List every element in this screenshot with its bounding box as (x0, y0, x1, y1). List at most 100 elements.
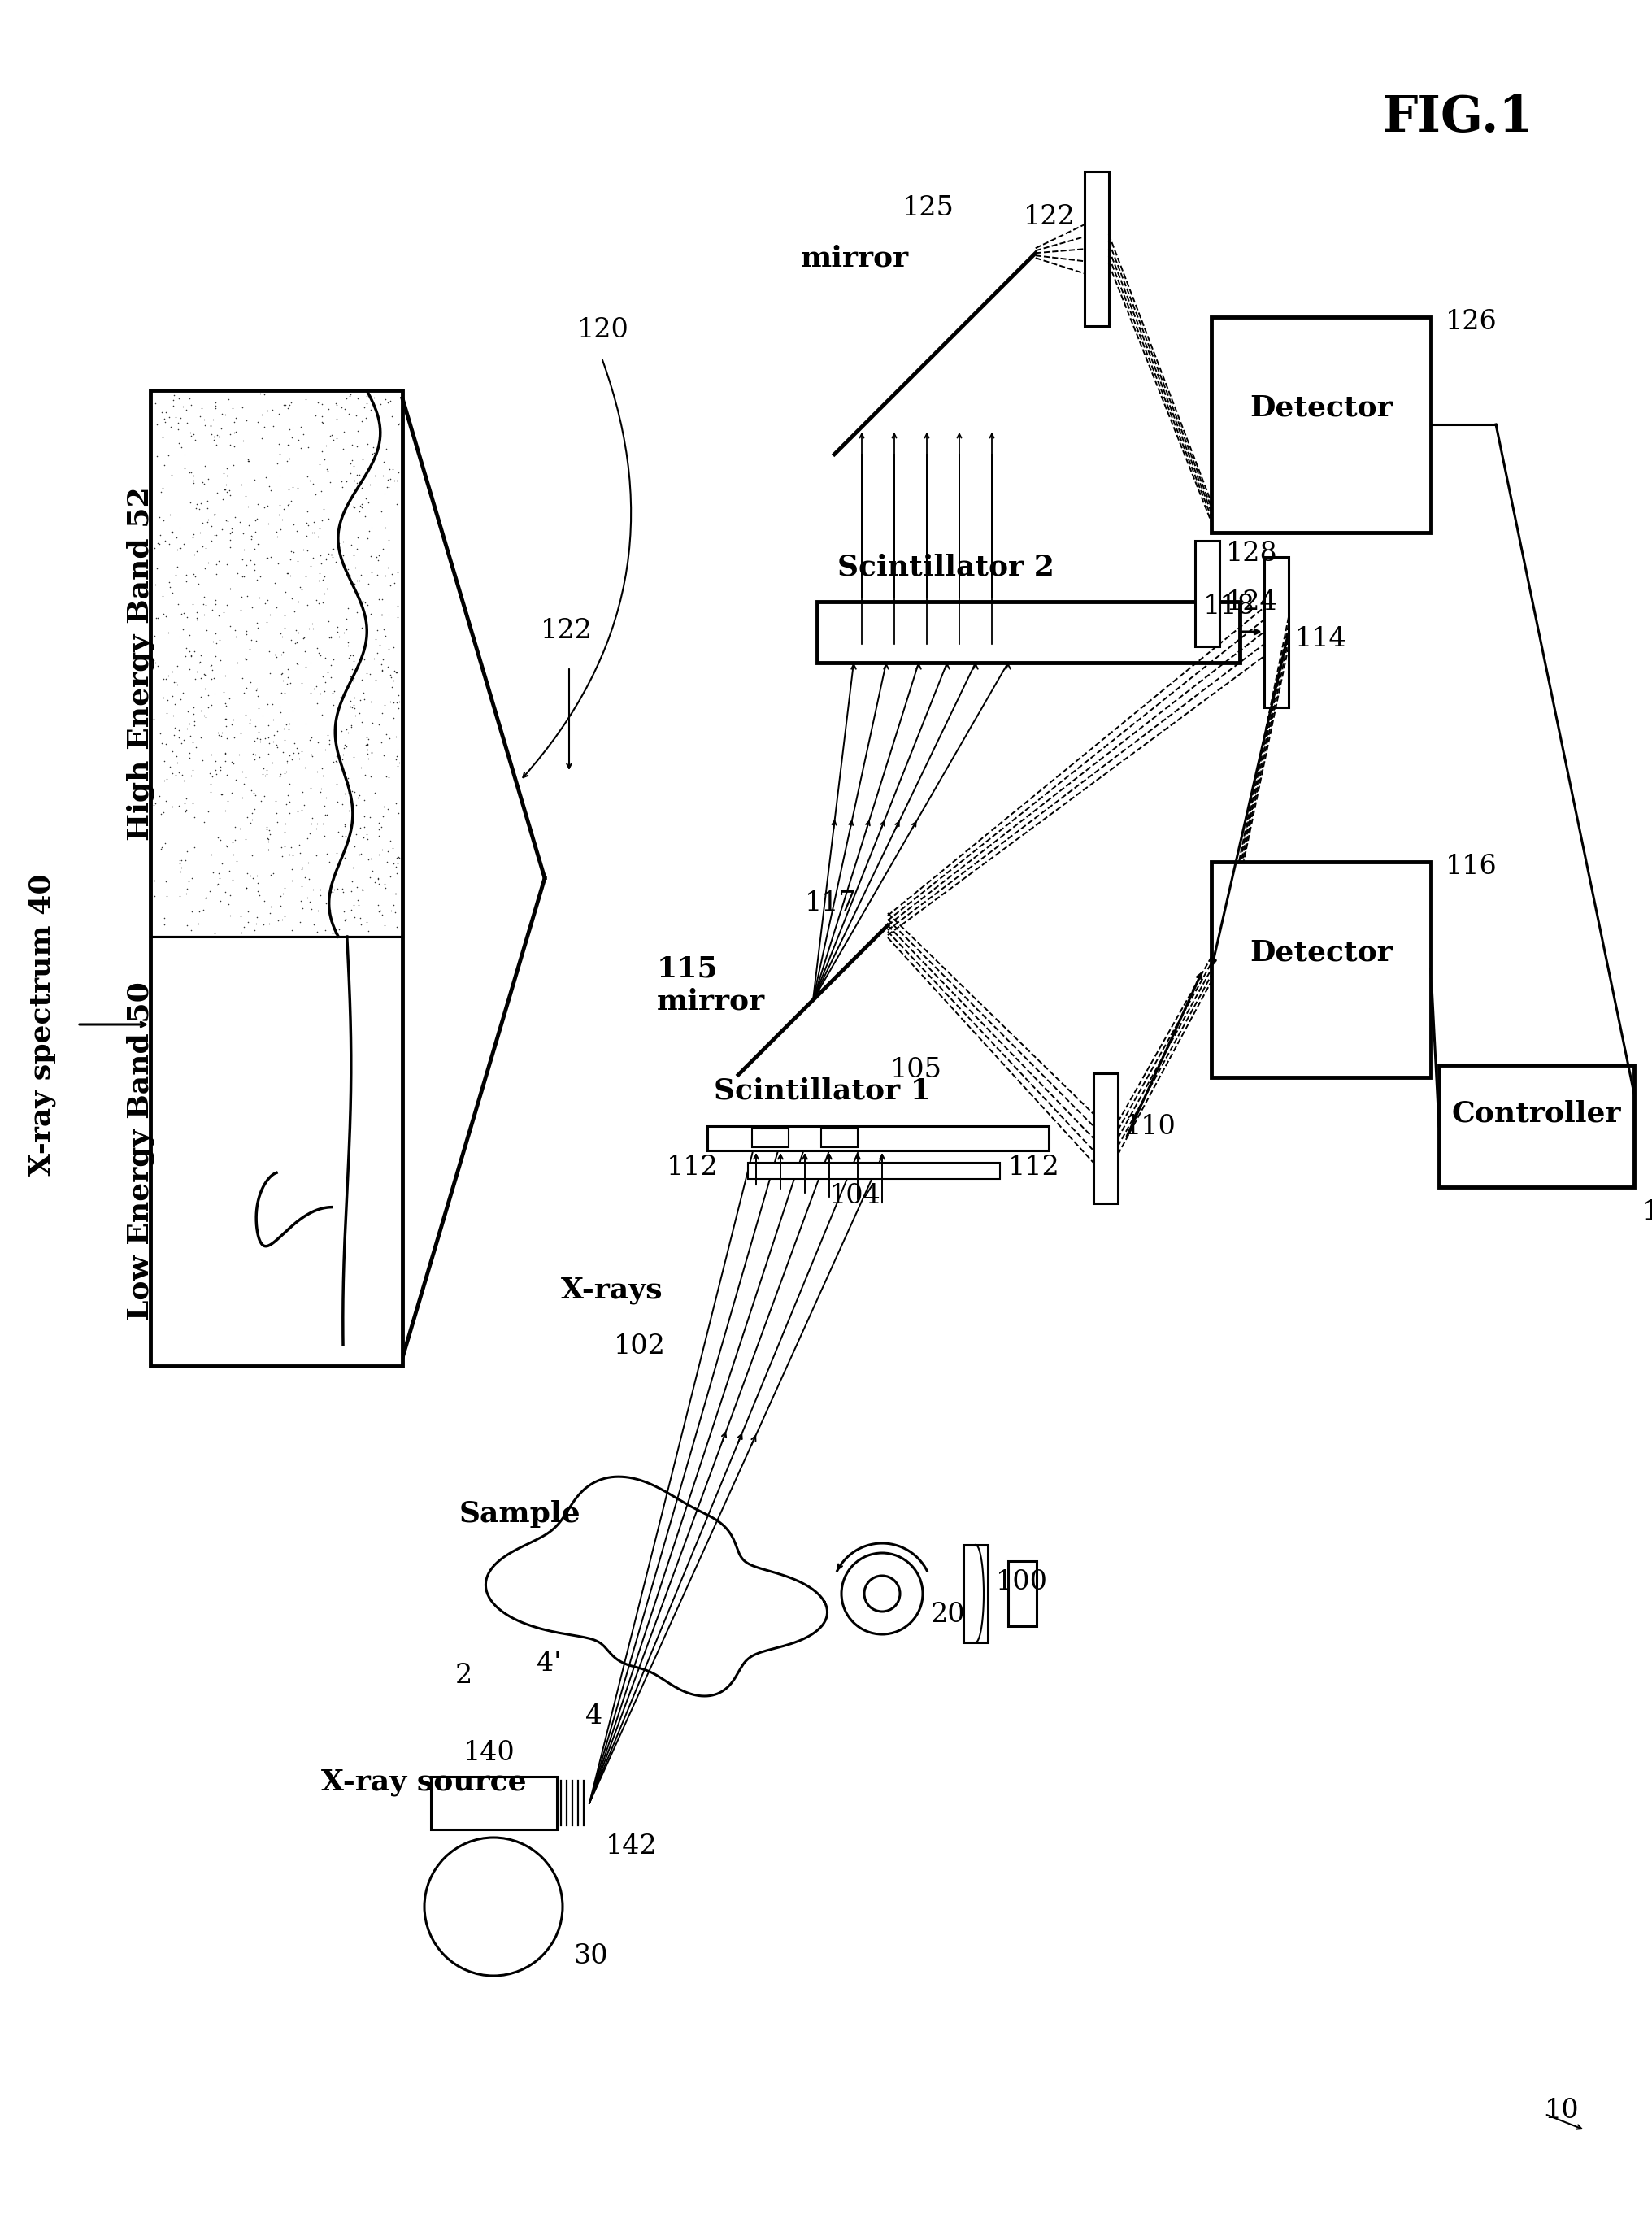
Point (238, 773, 264, 808)
Point (200, 653, 226, 689)
Point (149, 830, 175, 866)
Point (254, 392, 281, 427)
Point (152, 863, 178, 899)
Point (172, 436, 198, 472)
Point (319, 531, 345, 567)
Point (309, 387, 335, 423)
Point (192, 700, 218, 735)
Point (385, 795, 411, 830)
Point (377, 461, 403, 496)
Text: 122: 122 (1023, 204, 1075, 230)
Text: 120: 120 (577, 317, 629, 343)
Point (178, 387, 205, 423)
Point (358, 436, 385, 472)
Point (294, 518, 320, 554)
Point (231, 766, 258, 801)
Point (324, 877, 350, 912)
Point (197, 766, 223, 801)
Point (349, 609, 375, 644)
Point (286, 735, 312, 770)
Point (354, 726, 380, 762)
Point (244, 403, 271, 438)
Point (261, 702, 287, 737)
Point (383, 850, 410, 886)
Point (173, 782, 200, 817)
Point (178, 894, 205, 930)
Point (279, 742, 306, 777)
Point (354, 817, 380, 852)
Point (177, 485, 203, 520)
Point (291, 416, 317, 452)
Point (187, 720, 213, 755)
Point (312, 779, 339, 815)
Point (178, 757, 205, 793)
Point (188, 485, 215, 520)
Point (385, 556, 411, 591)
Point (340, 447, 367, 483)
Point (350, 799, 377, 835)
Point (187, 492, 213, 527)
Point (287, 835, 314, 870)
Point (335, 793, 362, 828)
Point (205, 868, 231, 903)
Point (155, 565, 182, 600)
Point (173, 793, 200, 828)
Point (304, 806, 330, 841)
Point (279, 863, 306, 899)
Point (193, 613, 220, 649)
Point (342, 549, 368, 584)
Point (235, 855, 261, 890)
Point (150, 596, 177, 631)
Point (324, 835, 350, 870)
Point (309, 405, 335, 441)
Point (349, 872, 375, 908)
Point (223, 620, 249, 655)
Point (373, 717, 400, 753)
Point (362, 434, 388, 469)
Point (332, 806, 358, 841)
Point (248, 722, 274, 757)
Point (373, 844, 400, 879)
Point (228, 715, 254, 751)
Point (355, 742, 382, 777)
Point (367, 387, 393, 423)
Point (165, 412, 192, 447)
Point (241, 912, 268, 948)
Text: Scintillator 2: Scintillator 2 (838, 554, 1054, 580)
Point (370, 531, 396, 567)
Point (342, 567, 368, 602)
Point (244, 875, 271, 910)
Point (340, 828, 367, 863)
Point (383, 786, 410, 821)
Point (147, 474, 173, 509)
Point (337, 689, 363, 724)
Point (279, 852, 306, 888)
Point (357, 799, 383, 835)
Point (175, 693, 202, 728)
Point (324, 401, 350, 436)
Point (235, 894, 261, 930)
Point (340, 489, 367, 525)
Point (317, 620, 344, 655)
Point (249, 421, 276, 456)
Point (350, 629, 377, 664)
Point (241, 724, 268, 759)
Point (312, 558, 339, 593)
Point (339, 662, 365, 697)
Point (266, 487, 292, 523)
Point (337, 376, 363, 412)
Point (380, 830, 406, 866)
Point (347, 562, 373, 598)
Point (164, 531, 190, 567)
Point (292, 859, 319, 894)
Point (180, 587, 206, 622)
Point (192, 407, 218, 443)
Point (150, 401, 177, 436)
Point (316, 726, 342, 762)
Point (177, 739, 203, 775)
Point (178, 638, 205, 673)
Point (213, 720, 240, 755)
Point (144, 551, 170, 587)
Text: 100: 100 (996, 1570, 1047, 1596)
Point (370, 611, 396, 646)
